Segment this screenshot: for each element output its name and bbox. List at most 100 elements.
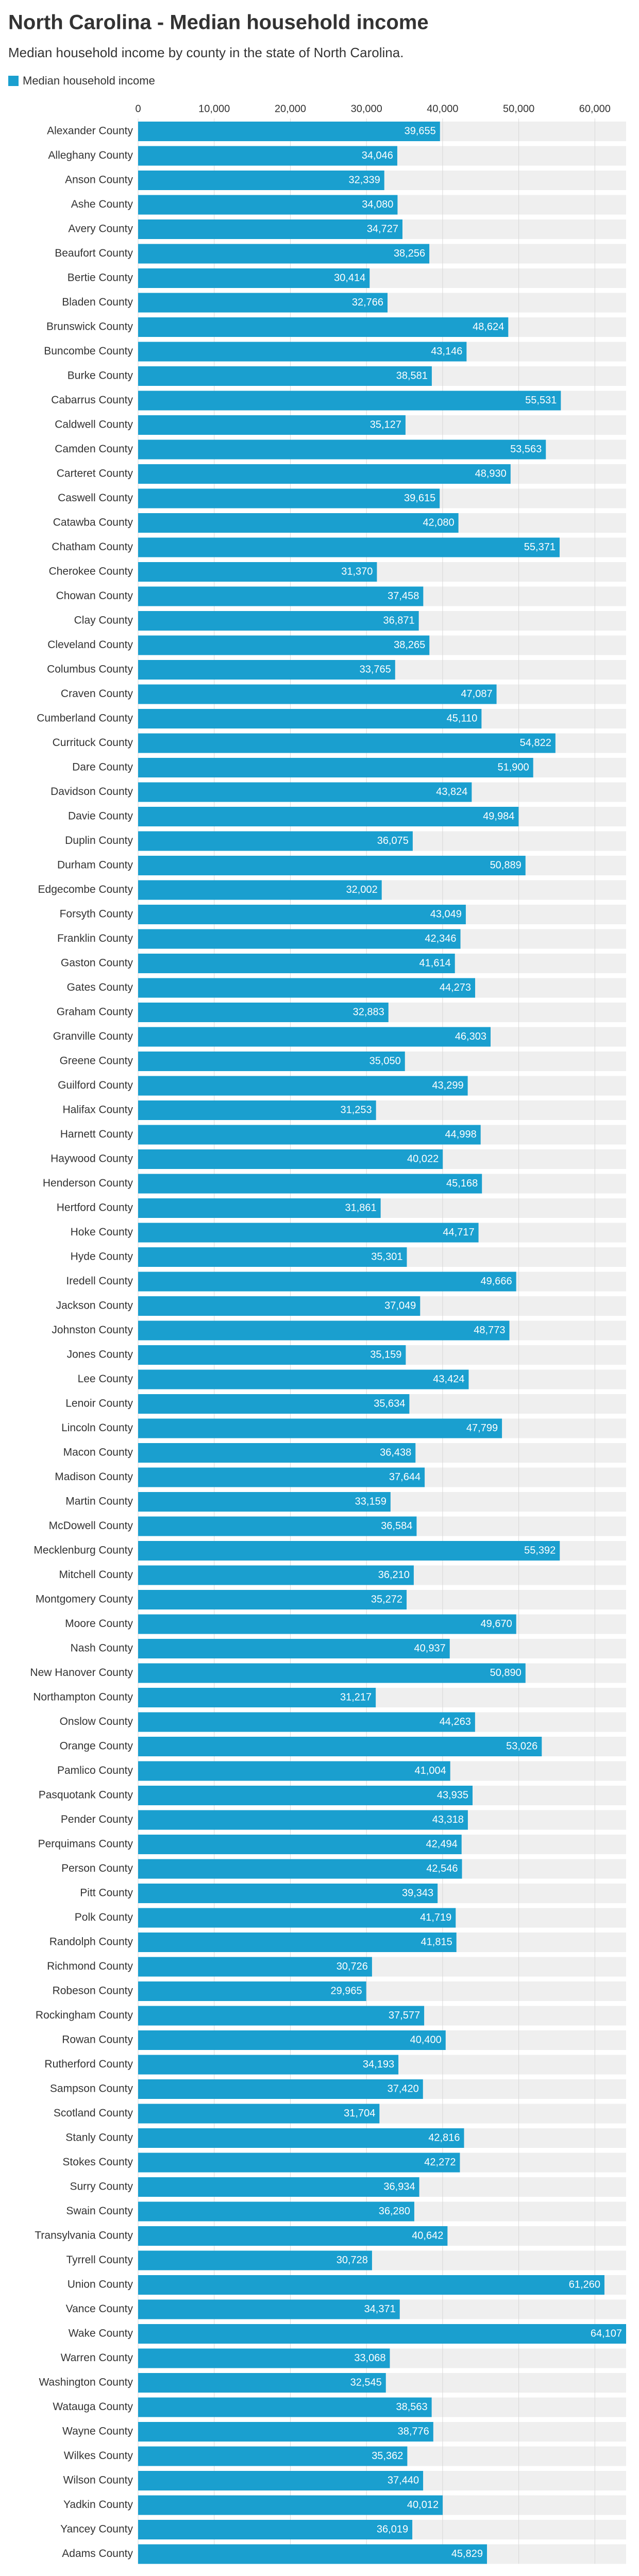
- value-label: 33,068: [354, 2352, 385, 2364]
- bar: [138, 513, 459, 533]
- bar: [138, 171, 384, 190]
- y-tick-label: Hertford County: [57, 1202, 133, 1214]
- value-label: 47,799: [466, 1422, 498, 1434]
- y-tick-label: Sampson County: [50, 2083, 133, 2095]
- value-label: 30,728: [337, 2255, 368, 2266]
- y-tick-label: Gaston County: [61, 957, 133, 969]
- value-label: 41,004: [415, 1765, 446, 1776]
- bar: [138, 1125, 481, 1145]
- bar: [138, 464, 511, 484]
- y-tick-label: Durham County: [57, 859, 133, 871]
- value-label: 42,546: [426, 1863, 458, 1874]
- x-tick-label: 40,000: [427, 103, 458, 114]
- y-tick-label: Stokes County: [62, 2156, 133, 2168]
- bar: [138, 195, 398, 215]
- value-label: 55,531: [525, 395, 557, 406]
- value-label: 50,890: [490, 1667, 522, 1679]
- y-tick-label: Martin County: [65, 1496, 133, 1507]
- bar: [138, 1835, 462, 1854]
- y-tick-label: Gates County: [67, 981, 133, 993]
- bar: [138, 831, 413, 851]
- y-tick-label: Hyde County: [71, 1251, 133, 1263]
- y-tick-label: Person County: [61, 1862, 133, 1874]
- y-tick-label: Mecklenburg County: [33, 1545, 133, 1556]
- bar: [138, 880, 382, 900]
- y-tick-label: Washington County: [39, 2377, 133, 2388]
- value-label: 48,930: [475, 468, 507, 479]
- value-label: 40,642: [412, 2230, 443, 2241]
- y-tick-label: Hoke County: [71, 1226, 133, 1238]
- bar: [138, 2226, 448, 2246]
- bar: [138, 122, 440, 141]
- y-tick-label: Buncombe County: [44, 345, 133, 357]
- value-label: 53,026: [506, 1740, 537, 1752]
- bar: [138, 1247, 407, 1267]
- bar: [138, 2520, 413, 2539]
- bar: [138, 1492, 391, 1512]
- y-tick-label: Chowan County: [56, 590, 133, 602]
- y-tick-label: Chatham County: [52, 541, 133, 553]
- y-tick-label: Swain County: [66, 2205, 133, 2217]
- y-tick-label: Perquimans County: [38, 1838, 133, 1850]
- y-tick-label: Pitt County: [80, 1887, 133, 1899]
- value-label: 44,273: [440, 982, 471, 993]
- y-tick-label: Camden County: [55, 443, 133, 455]
- y-tick-label: Jackson County: [56, 1300, 133, 1312]
- y-tick-label: Caswell County: [58, 492, 133, 504]
- value-label: 33,765: [360, 664, 391, 675]
- bar: [138, 2128, 464, 2148]
- value-label: 43,146: [431, 346, 462, 357]
- y-tick-label: Wilson County: [63, 2475, 133, 2486]
- legend-label: Median household income: [23, 74, 155, 87]
- bar: [138, 1369, 469, 1389]
- y-tick-label: Davidson County: [51, 786, 133, 798]
- value-label: 35,127: [370, 419, 401, 430]
- y-tick-label: Rockingham County: [36, 2009, 133, 2021]
- y-tick-label: Greene County: [60, 1055, 133, 1067]
- bar: [138, 1149, 443, 1169]
- y-tick-label: Davie County: [68, 810, 133, 822]
- y-tick-label: Vance County: [66, 2303, 133, 2315]
- bar: [138, 929, 461, 949]
- bar: [138, 219, 402, 239]
- value-label: 33,159: [355, 1496, 386, 1507]
- value-label: 46,303: [455, 1031, 486, 1042]
- y-tick-label: Moore County: [65, 1618, 133, 1630]
- y-tick-label: Cherokee County: [49, 566, 133, 578]
- bar: [138, 1418, 502, 1438]
- bar: [138, 1272, 516, 1292]
- bar: [138, 1884, 438, 1903]
- value-label: 36,210: [378, 1569, 410, 1581]
- y-tick-label: Harnett County: [60, 1128, 133, 1140]
- value-label: 64,107: [591, 2328, 622, 2339]
- y-tick-label: Clay County: [74, 615, 133, 626]
- bar: [138, 1981, 366, 2001]
- value-label: 41,815: [421, 1936, 452, 1947]
- value-label: 32,339: [349, 174, 380, 185]
- bar: [138, 1076, 468, 1096]
- value-label: 35,362: [372, 2450, 403, 2462]
- value-label: 43,049: [430, 908, 462, 920]
- value-label: 43,318: [432, 1814, 464, 1825]
- bar: [138, 1614, 516, 1634]
- y-tick-label: Montgomery County: [36, 1594, 133, 1605]
- value-label: 38,265: [394, 639, 425, 651]
- bar: [138, 1908, 456, 1928]
- y-tick-label: Cabarrus County: [51, 394, 133, 406]
- y-tick-label: Carteret County: [57, 468, 133, 480]
- y-tick-label: Pender County: [61, 1814, 133, 1825]
- y-tick-label: Burke County: [68, 370, 133, 382]
- bar: [138, 905, 466, 924]
- y-tick-label: Richmond County: [47, 1960, 133, 1972]
- bar: [138, 1467, 425, 1487]
- y-tick-label: Edgecombe County: [38, 884, 133, 895]
- y-tick-label: Stanly County: [65, 2132, 133, 2144]
- bar: [138, 2373, 386, 2393]
- y-tick-label: Watauga County: [53, 2401, 133, 2413]
- bar: [138, 782, 472, 802]
- bar: [138, 2275, 604, 2295]
- bar: [138, 1394, 410, 1414]
- bar: [138, 1957, 372, 1977]
- value-label: 49,984: [483, 810, 514, 822]
